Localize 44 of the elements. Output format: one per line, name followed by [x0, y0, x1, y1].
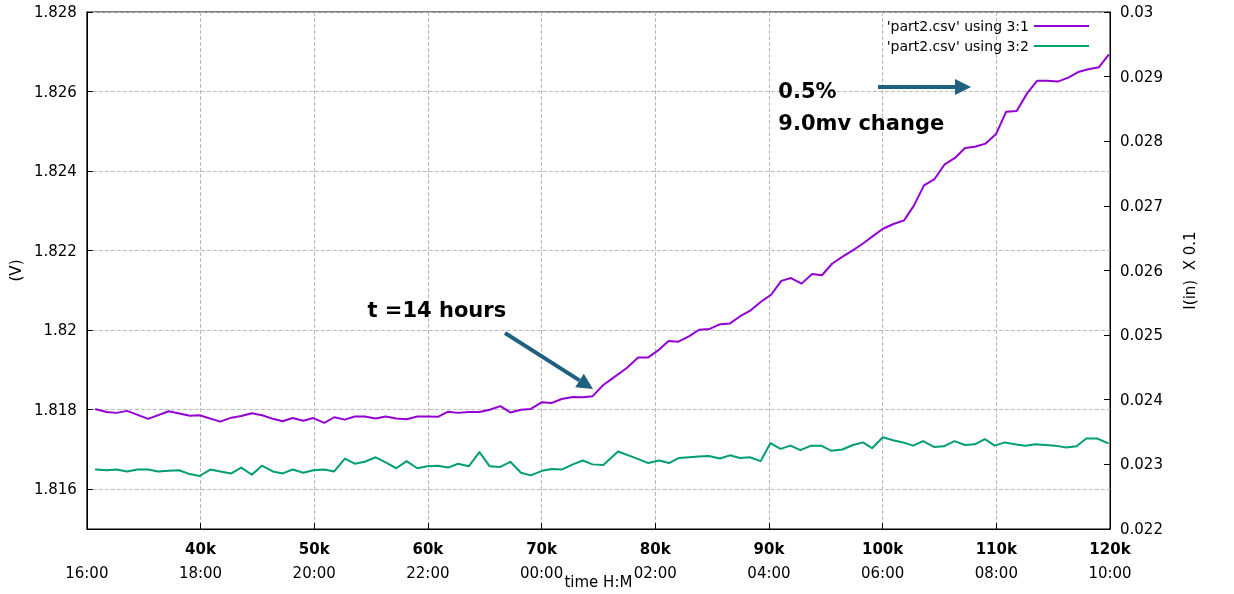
- y2-tick-label: 0.028: [1120, 132, 1163, 151]
- y-tick-label: 1.822: [33, 241, 77, 260]
- x-tick-label: 50k: [298, 539, 331, 558]
- y2-tick-label: 0.027: [1120, 196, 1163, 215]
- x-tick-label: 60k: [412, 539, 445, 558]
- y2-tick-label: 0.025: [1120, 326, 1163, 345]
- y2-tick-label: 0.022: [1120, 520, 1163, 538]
- y-tick-label: 1.828: [33, 3, 77, 21]
- y2-tick-label: 0.026: [1120, 261, 1163, 280]
- legend-label: 'part2.csv' using 3:2: [886, 38, 1029, 54]
- line-series: [94, 53, 1110, 424]
- y-tick-label: 1.818: [33, 400, 77, 419]
- y-axis-title: (V): [6, 259, 25, 282]
- x-tick-label: 80k: [639, 539, 672, 558]
- x2-tick-label: 10:00: [1088, 563, 1132, 582]
- x-tick-label: 110k: [975, 539, 1018, 558]
- x2-tick-label: 02:00: [633, 563, 677, 582]
- x2-tick-label: 00:00: [519, 563, 564, 582]
- annotation: 0.5% 9.0mv change: [778, 78, 945, 138]
- x-tick-label: 120k: [1089, 539, 1132, 558]
- y2-tick-label: 0.03: [1120, 3, 1154, 21]
- y-tick-label: 1.824: [33, 162, 77, 181]
- x2-tick-label: 20:00: [292, 563, 336, 582]
- annotation: t =14 hours: [367, 297, 507, 324]
- x2-tick-label: 16:00: [65, 563, 109, 582]
- x-axis-title: time H:M: [564, 572, 633, 591]
- y-tick-label: 1.816: [33, 480, 77, 499]
- x2-tick-label: 06:00: [861, 563, 905, 582]
- x2-tick-label: 08:00: [974, 563, 1018, 582]
- x2-tick-label: 04:00: [747, 563, 791, 582]
- x-tick-label: 70k: [526, 539, 559, 558]
- x2-tick-label: 22:00: [406, 563, 450, 582]
- x-tick-label: 40k: [185, 539, 217, 558]
- x-tick-label: 90k: [753, 539, 786, 558]
- line-series: [94, 436, 1109, 478]
- x2-tick-label: 18:00: [178, 563, 223, 582]
- y2-tick-label: 0.023: [1120, 455, 1163, 474]
- x-tick-label: 100k: [861, 539, 905, 558]
- legend-label: 'part2.csv' using 3:1: [886, 18, 1029, 34]
- y-tick-label: 1.826: [33, 82, 77, 101]
- y2-tick-label: 0.029: [1120, 67, 1163, 86]
- y2-tick-label: 0.024: [1120, 390, 1163, 409]
- y2-axis-title: I(in) X 0.1: [1180, 231, 1199, 310]
- y-tick-label: 1.82: [43, 321, 77, 340]
